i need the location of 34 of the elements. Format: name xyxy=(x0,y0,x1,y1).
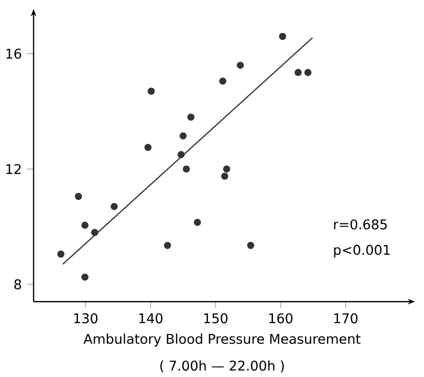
point xyxy=(236,62,244,69)
x-tick-label: 130 xyxy=(74,313,98,324)
point xyxy=(187,113,194,121)
point xyxy=(278,32,286,40)
x-tick-label: 140 xyxy=(139,313,162,324)
point xyxy=(219,77,226,85)
x-axis-title: Ambulatory Blood Pressure Measurement xyxy=(84,333,360,346)
point xyxy=(182,165,190,172)
annotation: r=0.685 xyxy=(334,219,387,230)
point xyxy=(74,192,82,200)
point xyxy=(294,68,302,76)
text: ( 7.00h — 22.00h ) xyxy=(160,360,284,372)
point xyxy=(178,150,185,158)
point xyxy=(148,88,155,95)
y-tick-label: 16 xyxy=(6,48,22,59)
point xyxy=(223,165,230,172)
point xyxy=(144,144,152,151)
x-tick-label: 160 xyxy=(269,313,292,324)
point xyxy=(110,202,118,210)
y-tick-label: 8 xyxy=(14,279,22,290)
point xyxy=(247,242,254,249)
point xyxy=(180,132,187,140)
annotation: p<0.001 xyxy=(334,244,390,258)
point xyxy=(57,250,64,258)
point xyxy=(91,228,98,236)
point xyxy=(81,222,88,229)
point xyxy=(304,68,312,76)
y-tick-label: 12 xyxy=(6,164,21,174)
point xyxy=(164,242,172,249)
point xyxy=(194,218,201,226)
point xyxy=(81,273,88,281)
x-tick-label: 170 xyxy=(334,313,358,324)
point xyxy=(221,172,228,180)
x-tick-label: 150 xyxy=(204,313,228,324)
